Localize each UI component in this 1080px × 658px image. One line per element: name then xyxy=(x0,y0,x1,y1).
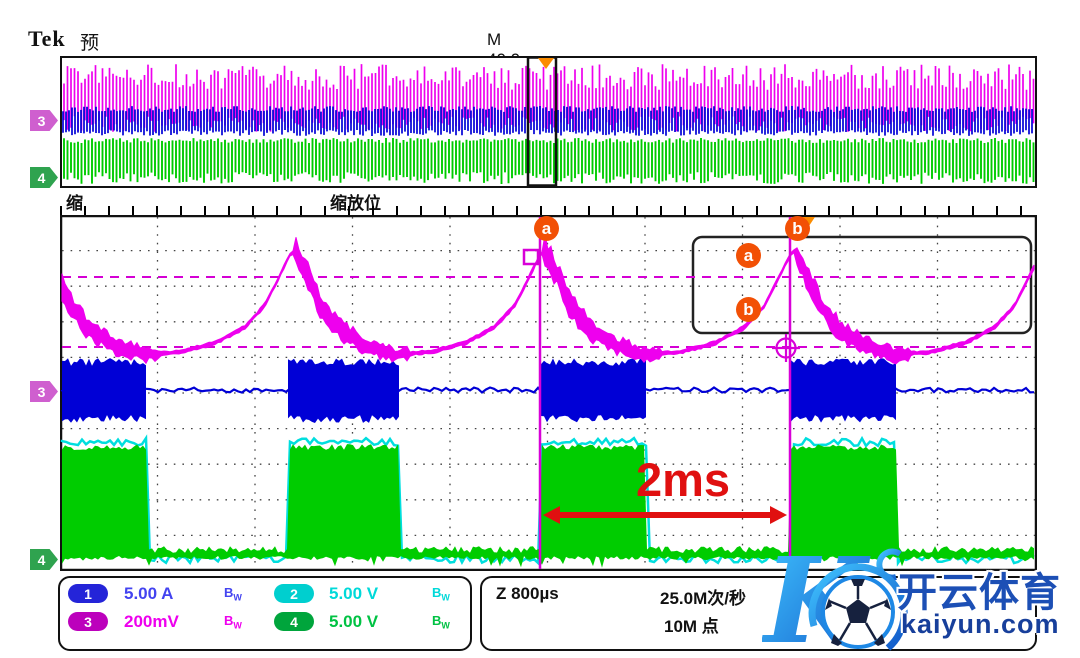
overview-ch4-position-tag: 4 xyxy=(30,167,58,188)
ch1-badge: 1 xyxy=(68,584,108,603)
cursor-b-volt: 196.0mV xyxy=(901,272,995,298)
main-ch3-position-tag: 3 xyxy=(30,381,58,402)
acquisition-mode-label: 预览 xyxy=(78,28,104,85)
cursor-delta-volt: Δ320.0mV xyxy=(885,299,995,325)
cursor-a-marker-icon xyxy=(522,248,540,266)
delta-arrow-left-head xyxy=(543,506,560,524)
overview-ch1-trace xyxy=(62,106,1033,136)
cursor-b-time: -192.0µs xyxy=(770,272,862,298)
channel-settings-box: 1 5.00 A BW 2 5.00 V BW 3 200mV BW 4 5.0… xyxy=(58,576,472,651)
sample-rate-readout: 25.0M次/秒 xyxy=(660,589,746,608)
ch1-burst-trace xyxy=(541,358,646,423)
ch4-trace xyxy=(62,444,1034,568)
cursor-a-square-icon xyxy=(714,244,733,263)
ch1-baseline-trace xyxy=(60,386,1035,394)
ch3-scale: 200mV xyxy=(124,612,179,631)
horizontal-settings-box: Z 800µs 25.0M次/秒 10M 点 xyxy=(480,576,1037,651)
trace-label-ch3: CH3:FB xyxy=(127,238,248,275)
overview-frame xyxy=(60,56,1037,188)
zoom-region-bracket xyxy=(526,56,558,187)
timebase-readout: M 40.0ms xyxy=(487,30,543,69)
trace-label-ch4: CH4:GH xyxy=(336,278,463,315)
overview-ch4-trace xyxy=(63,138,1035,184)
overview-ch3-trace xyxy=(63,64,1035,132)
cursor-a-badge: a xyxy=(534,216,559,241)
trace-label-ch2: CH2:GL xyxy=(336,238,459,275)
ch1-scale: 5.00 A xyxy=(124,584,174,603)
ch1-burst-trace xyxy=(288,358,399,423)
trace-label-ch1: CH1:ILr xyxy=(126,278,246,315)
trigger-level-readout: 4.80 V xyxy=(836,597,880,614)
zoom-scale-readout: Z 800µs xyxy=(496,584,559,603)
main-ch4-position-tag: 4 xyxy=(30,549,58,570)
overview-waveform-window xyxy=(60,56,1037,188)
ch3-badge: 3 xyxy=(68,612,108,631)
delta-arrow-right-head xyxy=(770,506,787,524)
ch4-bandwidth-badge: BW xyxy=(432,613,450,631)
ch1-bandwidth-badge: BW xyxy=(224,585,242,603)
ch2-badge: 2 xyxy=(274,584,314,603)
linked-cursor-label: 联动光标 xyxy=(788,323,816,459)
readout-b-badge: b xyxy=(736,297,761,322)
watermark-swirl-icon xyxy=(876,548,902,581)
cursor-b-badge: b xyxy=(785,216,810,241)
ch2-bandwidth-badge: BW xyxy=(432,585,450,603)
cursor-a-volt: 516.0mV xyxy=(901,244,995,270)
ch1-burst-trace xyxy=(62,358,146,423)
tek-logo: Tek xyxy=(28,26,66,51)
ch3-bandwidth-badge: BW xyxy=(224,613,242,631)
readout-a-badge: a xyxy=(736,243,761,268)
cursor-b-circle-icon xyxy=(713,273,734,293)
record-length-readout: 10M 点 xyxy=(664,617,719,636)
ch2-trace xyxy=(60,434,1035,567)
ch4-scale: 5.00 V xyxy=(329,612,379,631)
delta-time-annotation: 2ms xyxy=(636,453,731,506)
ch2-scale: 5.00 V xyxy=(329,584,379,603)
ch4-badge: 4 xyxy=(274,612,314,631)
overview-ch3-position-tag: 3 xyxy=(30,110,58,131)
zoom-position-ruler xyxy=(60,206,1037,215)
